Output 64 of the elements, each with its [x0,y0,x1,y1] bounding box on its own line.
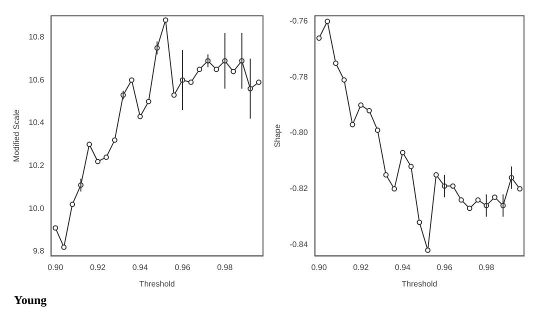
point [95,158,100,164]
point [70,202,76,208]
y-tick-label: 10.4 [28,118,45,128]
point [466,206,472,212]
point [128,77,134,83]
point [171,92,177,98]
point [492,194,498,200]
y-axis-title: Modified Scale [12,109,22,162]
point [450,183,456,189]
point [256,80,262,85]
point [316,35,322,41]
point [517,186,523,192]
point [416,220,422,226]
y-tick-label: 10.8 [28,32,45,42]
point [112,137,118,143]
point [137,114,143,120]
point [214,66,220,72]
point [358,102,364,108]
point [196,66,202,72]
point [458,197,464,203]
point [188,80,194,85]
point [230,68,236,74]
point [341,77,347,83]
x-tick-label: 0.98 [217,262,234,272]
y-tick-label: -0.84 [290,240,308,249]
point [333,60,338,66]
y-tick-label: 10.2 [28,161,45,170]
y-tick-label: -0.80 [290,128,308,138]
point [162,17,168,23]
x-tick-label: 0.92 [353,262,370,272]
x-tick-label: 0.98 [478,262,495,272]
x-tick-label: 0.94 [394,262,412,272]
point [408,164,414,170]
y-tick-label: -0.78 [290,72,308,82]
point [104,154,109,160]
point [86,142,92,148]
y-axis-title: Shape [273,124,282,148]
x-tick-label: 0.96 [436,262,453,272]
x-tick-label: 0.96 [174,262,191,272]
point [146,98,152,104]
y-tick-label: 10.6 [28,75,45,84]
y-tick-label: -0.82 [290,184,308,194]
point [475,197,481,203]
point [425,248,430,253]
point [61,244,67,250]
point [324,18,330,24]
text: Young [14,293,48,308]
x-tick-label: 0.90 [48,262,64,272]
x-axis-title: Threshold [402,279,438,288]
x-tick-label: 0.94 [132,262,148,272]
x-tick-label: 0.92 [90,262,106,272]
y-tick-label: 9.8 [33,246,45,256]
x-tick-label: 0.90 [311,262,328,272]
point [383,172,389,178]
y-tick-label: -0.76 [290,16,308,26]
point [374,128,380,133]
point [366,108,372,114]
x-axis-title: Threshold [139,279,175,288]
point [52,225,58,231]
point [392,186,398,192]
point [350,122,356,128]
point [433,172,439,178]
y-tick-label: 10.0 [28,204,45,213]
point [400,150,406,156]
